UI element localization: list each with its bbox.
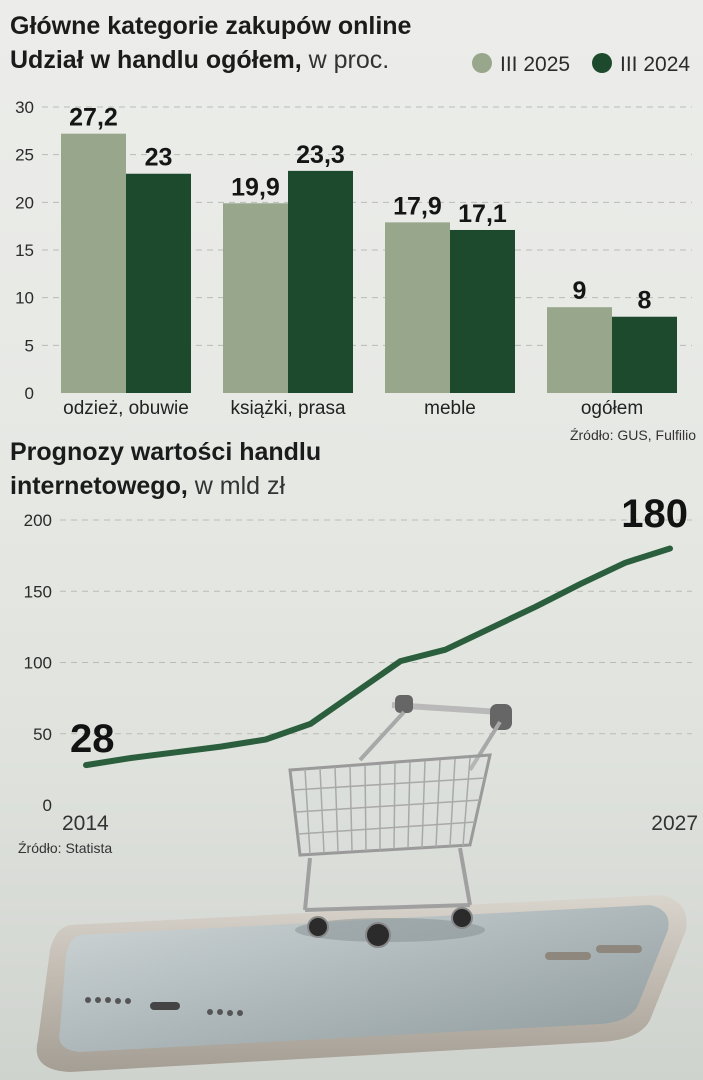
cart-wheel-front-right — [365, 922, 391, 948]
bar-y-tick-label: 30 — [15, 98, 34, 117]
bar-chart-y-axis: 0 5 10 15 20 25 30 — [15, 98, 34, 403]
bar-2024 — [450, 229, 515, 393]
cart-wheel-front-left — [307, 916, 329, 938]
bar-chart-title: Główne kategorie zakupów online — [10, 12, 412, 40]
cart-legs — [303, 847, 472, 912]
line-y-tick-label: 200 — [24, 511, 52, 530]
line-y-tick-label: 100 — [24, 654, 52, 673]
line-series-path — [83, 545, 673, 769]
bar-data-label: 17,9 — [393, 192, 442, 220]
bar-2025 — [547, 307, 612, 393]
phone-speaker-grille — [85, 997, 243, 1016]
bar-y-tick-label: 10 — [15, 289, 34, 308]
cart-frame-arms — [358, 710, 502, 772]
line-chart-title-line2: internetowego, w mld zł — [10, 472, 285, 500]
line-chart-source: Źródło: Statista — [18, 840, 112, 856]
bar-2024 — [612, 316, 677, 393]
cart-handle-grip-right — [490, 704, 512, 730]
phone-volume-button-2 — [596, 945, 642, 953]
bar-2024 — [126, 173, 191, 393]
legend-label-2025: III 2025 — [500, 53, 570, 76]
line-y-tick-label: 150 — [24, 582, 52, 601]
legend-swatch-2024 — [592, 53, 612, 73]
line-x-label-end: 2027 — [651, 812, 698, 835]
bar-2024 — [288, 170, 353, 393]
line-chart-y-axis: 0 50 100 150 200 — [24, 511, 52, 815]
bar-chart-bars — [61, 133, 677, 393]
phone-illustration — [36, 895, 687, 1072]
bar-y-tick-label: 25 — [15, 146, 34, 165]
bar-data-label: 17,1 — [458, 200, 507, 228]
bar-y-tick-label: 20 — [15, 193, 34, 212]
bar-category-label: książki, prasa — [230, 398, 346, 419]
cart-wheel-back — [451, 907, 473, 929]
line-chart-series — [83, 545, 673, 769]
bar-data-label: 9 — [573, 277, 587, 305]
bar-y-tick-label: 0 — [25, 384, 34, 403]
line-chart-title-line1: Prognozy wartości handlu — [10, 438, 321, 466]
bar-2025 — [223, 203, 288, 393]
bar-chart-categories: odzież, obuwie książki, prasa meble ogółem — [63, 398, 643, 419]
phone-screen — [59, 905, 669, 1052]
line-start-value-label: 28 — [70, 717, 115, 761]
line-x-label-start: 2014 — [62, 812, 109, 835]
line-chart-labels: 28 180 2014 2027 — [62, 492, 698, 835]
bar-y-tick-label: 15 — [15, 241, 34, 260]
line-y-tick-label: 50 — [33, 725, 52, 744]
bar-2025 — [61, 133, 126, 393]
cart-basket-wires — [292, 757, 486, 855]
bar-2025 — [385, 222, 450, 393]
bar-data-label: 19,9 — [231, 173, 280, 201]
line-end-value-label: 180 — [621, 492, 688, 536]
bar-chart-data-labels: 27,2 23 19,9 23,3 17,9 17,1 9 8 — [69, 104, 651, 315]
bar-chart-source: Źródło: GUS, Fulfilio — [570, 427, 696, 443]
bar-category-label: odzież, obuwie — [63, 398, 189, 419]
bar-chart-legend: III 2025 III 2024 — [472, 53, 690, 76]
legend-label-2024: III 2024 — [620, 53, 690, 76]
bar-chart-subtitle-unit: w proc. — [302, 46, 390, 74]
line-chart-title-unit: w mld zł — [188, 472, 286, 500]
line-y-tick-label: 0 — [43, 796, 52, 815]
shopping-cart-illustration — [288, 695, 512, 948]
legend-swatch-2025 — [472, 53, 492, 73]
bar-category-label: meble — [424, 398, 476, 419]
bar-category-label: ogółem — [581, 398, 643, 419]
phone-volume-button — [545, 952, 591, 960]
cart-basket — [288, 753, 492, 857]
bar-y-tick-label: 5 — [25, 336, 34, 355]
bar-data-label: 8 — [638, 287, 652, 315]
phone-port — [150, 1002, 180, 1010]
bar-data-label: 23 — [145, 144, 173, 172]
bar-data-label: 23,3 — [296, 141, 345, 169]
cart-handle-grip-left — [395, 695, 413, 713]
line-chart-gridlines — [60, 519, 692, 735]
bar-chart-subtitle: Udział w handlu ogółem, w proc. — [10, 46, 389, 74]
line-chart-title-bold: internetowego, — [10, 472, 188, 500]
bar-chart-subtitle-bold: Udział w handlu ogółem, — [10, 46, 302, 74]
bar-data-label: 27,2 — [69, 104, 118, 132]
